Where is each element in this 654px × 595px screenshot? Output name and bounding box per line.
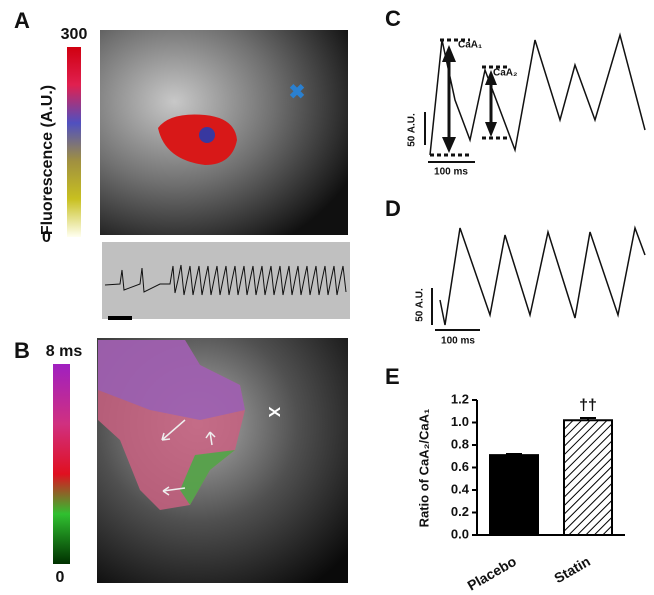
level-lines (430, 38, 510, 157)
activation-area (158, 114, 237, 165)
x-tick-label: Statin (551, 553, 593, 586)
x-scale-label: 100 ms (441, 336, 475, 347)
spot (199, 127, 215, 143)
peak-label: CaA₁ (458, 40, 482, 51)
arrows (161, 419, 216, 496)
bar-chart: 0.0 0.2 0.4 0.6 0.8 1.0 1.2 Placebo †† Statin (451, 391, 625, 594)
annotation: †† (579, 397, 597, 414)
activation-late (180, 450, 235, 505)
y-scale-label: 50 A.U. (407, 113, 418, 147)
panel-label: A (14, 8, 30, 33)
calcium-trace (429, 32, 646, 156)
marker: ✖ (289, 81, 306, 103)
activation-early (98, 340, 245, 420)
panel-label: B (14, 338, 30, 363)
scale-min: 0 (56, 569, 65, 586)
x-tick-label: Placebo (464, 553, 519, 594)
colorbar (53, 364, 70, 564)
x-scale-label: 100 ms (434, 167, 468, 178)
y-tick-label: 0.8 (451, 436, 469, 451)
scale-max: 300 (61, 26, 88, 43)
y-tick-label: 0.4 (451, 481, 470, 496)
y-tick-label: 1.0 (451, 414, 469, 429)
scale-min: 0 (42, 229, 51, 246)
scale-title: Fluorescence (A.U.) (39, 85, 56, 235)
amplitude-arrows (447, 55, 493, 145)
panel-label: C (385, 6, 401, 31)
arrowheads (442, 45, 497, 153)
y-tick-label: 0.6 (451, 459, 469, 474)
bar (489, 454, 539, 536)
ecg-trace (104, 264, 347, 296)
panel-label: D (385, 196, 401, 221)
y-tick-label: 1.2 (451, 391, 469, 406)
error-bar (506, 453, 522, 456)
colorbar (67, 47, 81, 237)
y-tick-label: 0.0 (451, 526, 469, 541)
marker: X (265, 407, 282, 418)
bar (563, 419, 613, 536)
panel-label: E (385, 364, 400, 389)
error-bar (580, 417, 596, 421)
calcium-trace (439, 225, 646, 326)
y-scale-label: 50 A.U. (415, 288, 426, 322)
y-axis-title: Ratio of CaA₂/CaA₁ (416, 409, 431, 528)
scale-max: 8 ms (46, 343, 83, 360)
peak-label: CaA₂ (493, 68, 517, 79)
y-tick-label: 0.2 (451, 504, 469, 519)
